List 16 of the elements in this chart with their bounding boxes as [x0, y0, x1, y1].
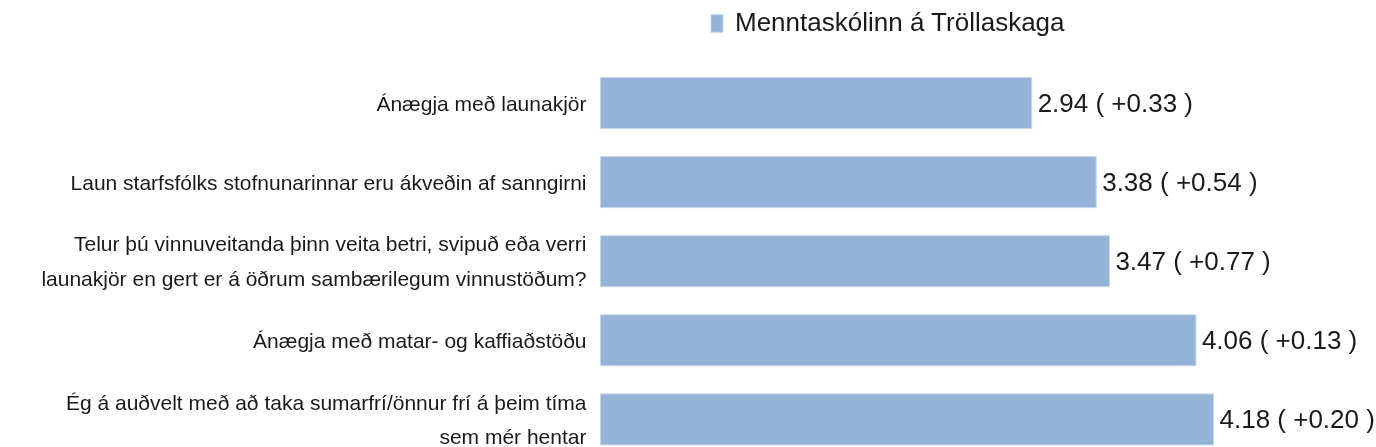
bar — [600, 314, 1197, 367]
bar — [600, 156, 1097, 209]
data-label: 3.38 ( +0.54 ) — [1102, 167, 1258, 198]
y-tick-label: Ánægja með matar- og kaffiaðstöðu — [253, 328, 587, 352]
data-label: 3.47 ( +0.77 ) — [1115, 246, 1271, 277]
y-tick-label: Ánægja með launakjör — [376, 91, 587, 115]
data-label: 2.94 ( +0.33 ) — [1037, 88, 1194, 118]
y-tick-label: Ég á auðvelt með að taka sumarfrí/önnur frí á þeim tíma sem mér hentar — [65, 390, 587, 447]
legend-label: Menntaskólinn á Tröllaskaga — [735, 7, 1065, 38]
data-label: 4.06 ( +0.13 ) — [1201, 325, 1358, 356]
bar — [600, 77, 1033, 129]
y-tick-label: Telur þú vinnuveitanda þinn veita betri, svipuð eða verri launakjör en gert er á öðrum sambærilegum vinnustöðum? — [41, 232, 587, 290]
bar — [600, 393, 1214, 446]
y-tick-label: Laun starfsfólks stofnunarinnar eru ákveðin af sanngirni — [70, 170, 587, 194]
data-label: 4.18 ( +0.20 ) — [1219, 404, 1375, 435]
bar — [600, 235, 1110, 288]
